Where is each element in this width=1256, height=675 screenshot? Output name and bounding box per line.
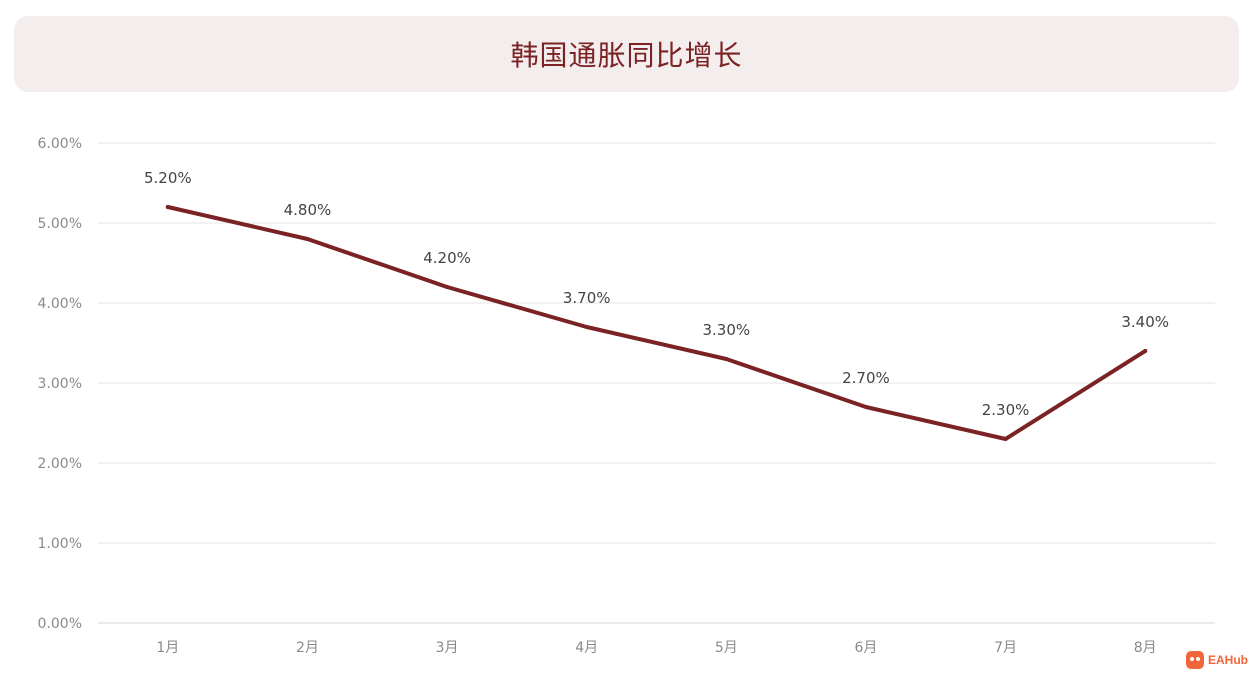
data-point bbox=[305, 237, 310, 241]
data-label: 3.40% bbox=[1121, 313, 1169, 331]
data-point bbox=[1143, 349, 1148, 353]
y-tick-label: 5.00% bbox=[38, 216, 82, 232]
y-tick-label: 6.00% bbox=[38, 136, 82, 152]
watermark-text: EAHub bbox=[1208, 653, 1248, 667]
data-point bbox=[165, 205, 170, 209]
series-line bbox=[165, 205, 1148, 441]
x-axis-ticks: 1月 2月 3月 4月 5月 6月 7月 8月 bbox=[156, 640, 1156, 656]
y-tick-label: 4.00% bbox=[38, 296, 82, 312]
series-layer bbox=[165, 205, 1148, 441]
data-label: 2.30% bbox=[982, 401, 1030, 419]
watermark: EAHub bbox=[1186, 651, 1248, 669]
y-tick-label: 2.00% bbox=[38, 456, 82, 472]
x-tick-label: 4月 bbox=[575, 640, 598, 656]
data-point bbox=[445, 285, 450, 289]
data-point bbox=[584, 325, 589, 329]
data-label: 2.70% bbox=[842, 369, 890, 387]
x-tick-label: 8月 bbox=[1134, 640, 1157, 656]
x-tick-label: 1月 bbox=[156, 640, 179, 656]
x-tick-label: 6月 bbox=[854, 640, 877, 656]
data-label: 5.20% bbox=[144, 169, 192, 187]
data-label: 3.70% bbox=[563, 289, 611, 307]
x-tick-label: 7月 bbox=[994, 640, 1017, 656]
y-tick-label: 3.00% bbox=[38, 376, 82, 392]
data-point bbox=[1003, 437, 1008, 441]
x-tick-label: 3月 bbox=[436, 640, 459, 656]
y-tick-label: 1.00% bbox=[38, 536, 82, 552]
x-tick-label: 2月 bbox=[296, 640, 319, 656]
data-label: 4.20% bbox=[423, 249, 471, 267]
grid-lines bbox=[98, 142, 1215, 624]
title-bar: 韩国通胀同比增长 bbox=[14, 16, 1239, 92]
y-axis-ticks: 0.00% 1.00% 2.00% 3.00% 4.00% 5.00% 6.00% bbox=[38, 136, 82, 632]
y-tick-label: 0.00% bbox=[38, 616, 82, 632]
chart-title: 韩国通胀同比增长 bbox=[510, 39, 743, 72]
data-label: 4.80% bbox=[284, 201, 332, 219]
data-point bbox=[724, 357, 729, 361]
data-labels: 5.20% 4.80% 4.20% 3.70% 3.30% 2.70% 2.30% 3.40% bbox=[144, 169, 1169, 419]
data-point bbox=[863, 405, 868, 409]
eahub-logo-icon bbox=[1186, 651, 1204, 669]
data-label: 3.30% bbox=[702, 321, 750, 339]
x-tick-label: 5月 bbox=[715, 640, 738, 656]
